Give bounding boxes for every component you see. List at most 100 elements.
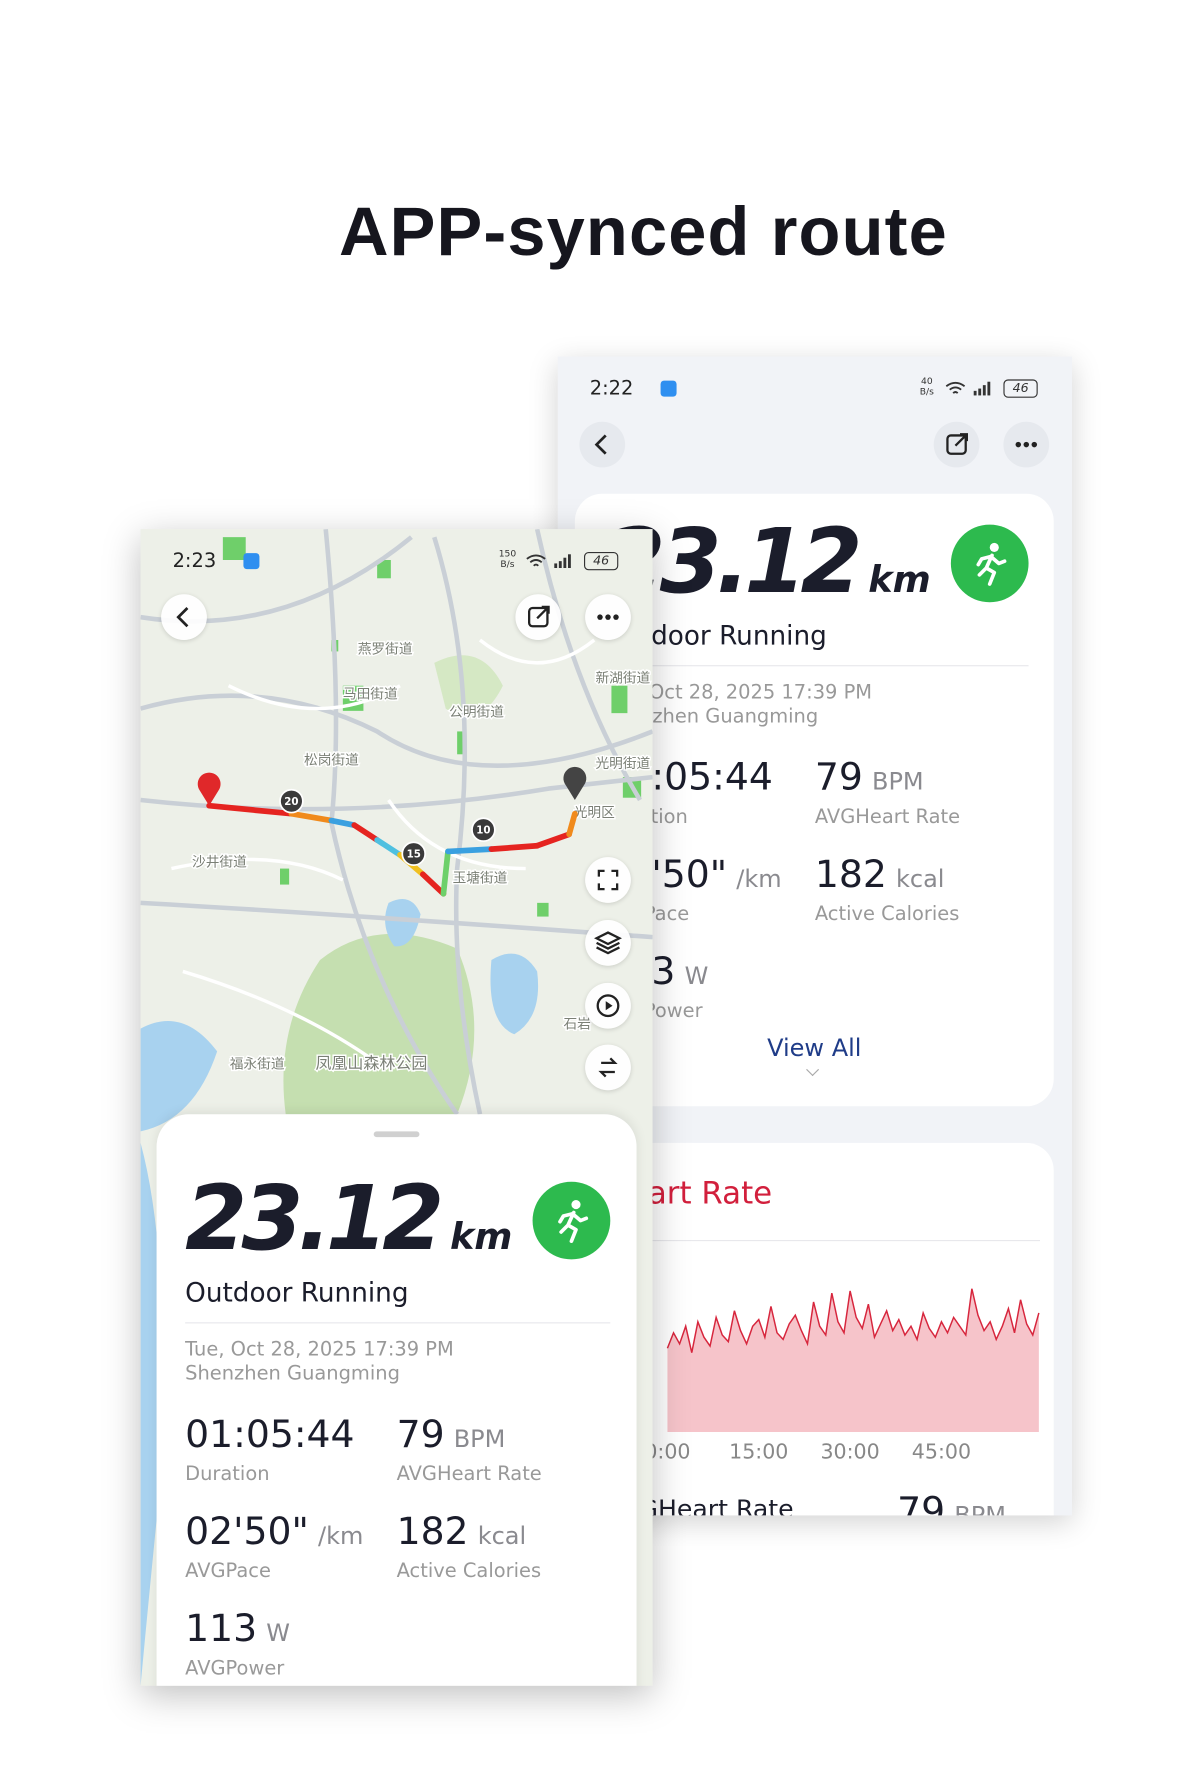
signal-icons [944, 379, 1001, 397]
stat-value: 113 [185, 1605, 258, 1651]
route-segment [419, 871, 447, 897]
map-label: 燕罗街道 [358, 642, 413, 658]
hr-stat-row: 79 BPM [897, 1488, 1006, 1515]
road [140, 774, 653, 812]
hr-stat-label: AVGHeart Rate [605, 1495, 794, 1516]
road [182, 969, 379, 1065]
stat-value: 182 [396, 1508, 469, 1554]
stat-value: 182 [814, 851, 887, 896]
map-area [434, 655, 503, 717]
stat-unit: W [684, 962, 709, 990]
play-button[interactable] [585, 982, 631, 1029]
stat-label: Active Calories [814, 902, 960, 926]
distance-row: 23.12 km [185, 1167, 513, 1271]
road [140, 900, 653, 940]
share-button[interactable] [933, 421, 980, 468]
route-marker [401, 841, 426, 866]
battery: 46 [583, 551, 619, 571]
title: APP-synced route [338, 193, 948, 270]
park [222, 537, 246, 560]
stat-value-row: 182 kcal [397, 1509, 527, 1555]
water [490, 953, 539, 1035]
activity-icon [950, 524, 1029, 603]
water [385, 899, 421, 947]
map-label: 公明街道 [449, 705, 504, 721]
status-icon [660, 380, 677, 397]
stat-unit: kcal [477, 1522, 527, 1550]
stat-value-row: 113 W [185, 1606, 290, 1652]
sheet-handle[interactable] [373, 1131, 420, 1138]
route-button[interactable] [585, 1044, 631, 1091]
route-marker-label: 20 [284, 796, 298, 808]
stat-unit: BPM [871, 767, 924, 796]
map-label: 石岩 [563, 1017, 590, 1033]
distance-unit: km [868, 557, 931, 602]
route-marker [279, 788, 304, 814]
stat-label: Active Calories [396, 1559, 542, 1583]
route-segment [488, 842, 540, 852]
map-label: 福永街道 [230, 1057, 285, 1073]
hr-stat-value: 79 [897, 1487, 946, 1516]
x-tick-label: 45:00 [912, 1439, 971, 1463]
status-time: 2:22 [589, 377, 634, 400]
park [377, 559, 391, 579]
location: Shenzhen Guangming [185, 1362, 400, 1386]
signal-svg [945, 381, 991, 396]
park [537, 902, 549, 917]
road [478, 638, 596, 665]
distance-unit: km [449, 1214, 513, 1259]
map-label: 凤凰山森林公园 [315, 1054, 427, 1073]
map-label: 沙井街道 [192, 854, 247, 870]
net-speed: 40 [921, 375, 933, 387]
start-pin [197, 772, 221, 806]
heart-rate-line [666, 1288, 1040, 1353]
back-button[interactable] [161, 594, 207, 640]
signal-svg [526, 554, 571, 568]
stat-unit: kcal [895, 865, 945, 893]
distance: 23.12 [185, 1167, 444, 1271]
fullscreen-button[interactable] [585, 857, 631, 903]
stat-label: Duration [185, 1462, 270, 1486]
stat-value-row: 79 BPM [397, 1411, 506, 1457]
map-label: 光明街道 [595, 756, 650, 772]
water [140, 1020, 218, 1132]
divider [603, 665, 1029, 667]
route-marker-label: 10 [476, 825, 490, 837]
route-segment [445, 846, 495, 855]
heart-rate-chart: 0:00 15:00 30:00 45:00 [644, 1288, 1040, 1463]
stat-label: AVGPace [185, 1559, 271, 1583]
stat-label: AVGPower [185, 1657, 285, 1680]
share-button[interactable] [515, 594, 562, 640]
date: Tue, Oct 28, 2025 17:39 PM [603, 681, 873, 704]
runner-icon [558, 1199, 589, 1243]
divider [594, 1239, 1040, 1242]
road [534, 529, 642, 802]
route-marker [471, 817, 496, 842]
route-segment [288, 810, 335, 824]
date: Tue, Oct 28, 2025 17:39 PM [185, 1338, 454, 1362]
activity: Outdoor Running [185, 1278, 409, 1309]
x-tick-label: 30:00 [820, 1439, 879, 1463]
route-segment [206, 802, 295, 817]
runner-icon [976, 542, 1007, 586]
stat-value-row: 79 BPM [815, 754, 924, 800]
stat-label: AVGHeart Rate [814, 805, 961, 829]
signal-icons [525, 552, 582, 570]
more-button[interactable] [1003, 421, 1050, 468]
end-pin [563, 766, 587, 800]
location: Shenzhen Guangming [603, 705, 819, 728]
divider [185, 1322, 611, 1324]
route-segment [374, 837, 403, 858]
stat-value: 79 [814, 754, 863, 799]
road [171, 857, 344, 882]
back-button[interactable] [579, 421, 626, 468]
more-button[interactable] [585, 594, 631, 640]
stat-value: 02'50" [185, 1508, 309, 1554]
park [611, 685, 628, 714]
park [279, 868, 290, 885]
layers-button[interactable] [585, 919, 631, 966]
map-label: 光明区 [574, 805, 615, 821]
route-segment [440, 848, 451, 897]
